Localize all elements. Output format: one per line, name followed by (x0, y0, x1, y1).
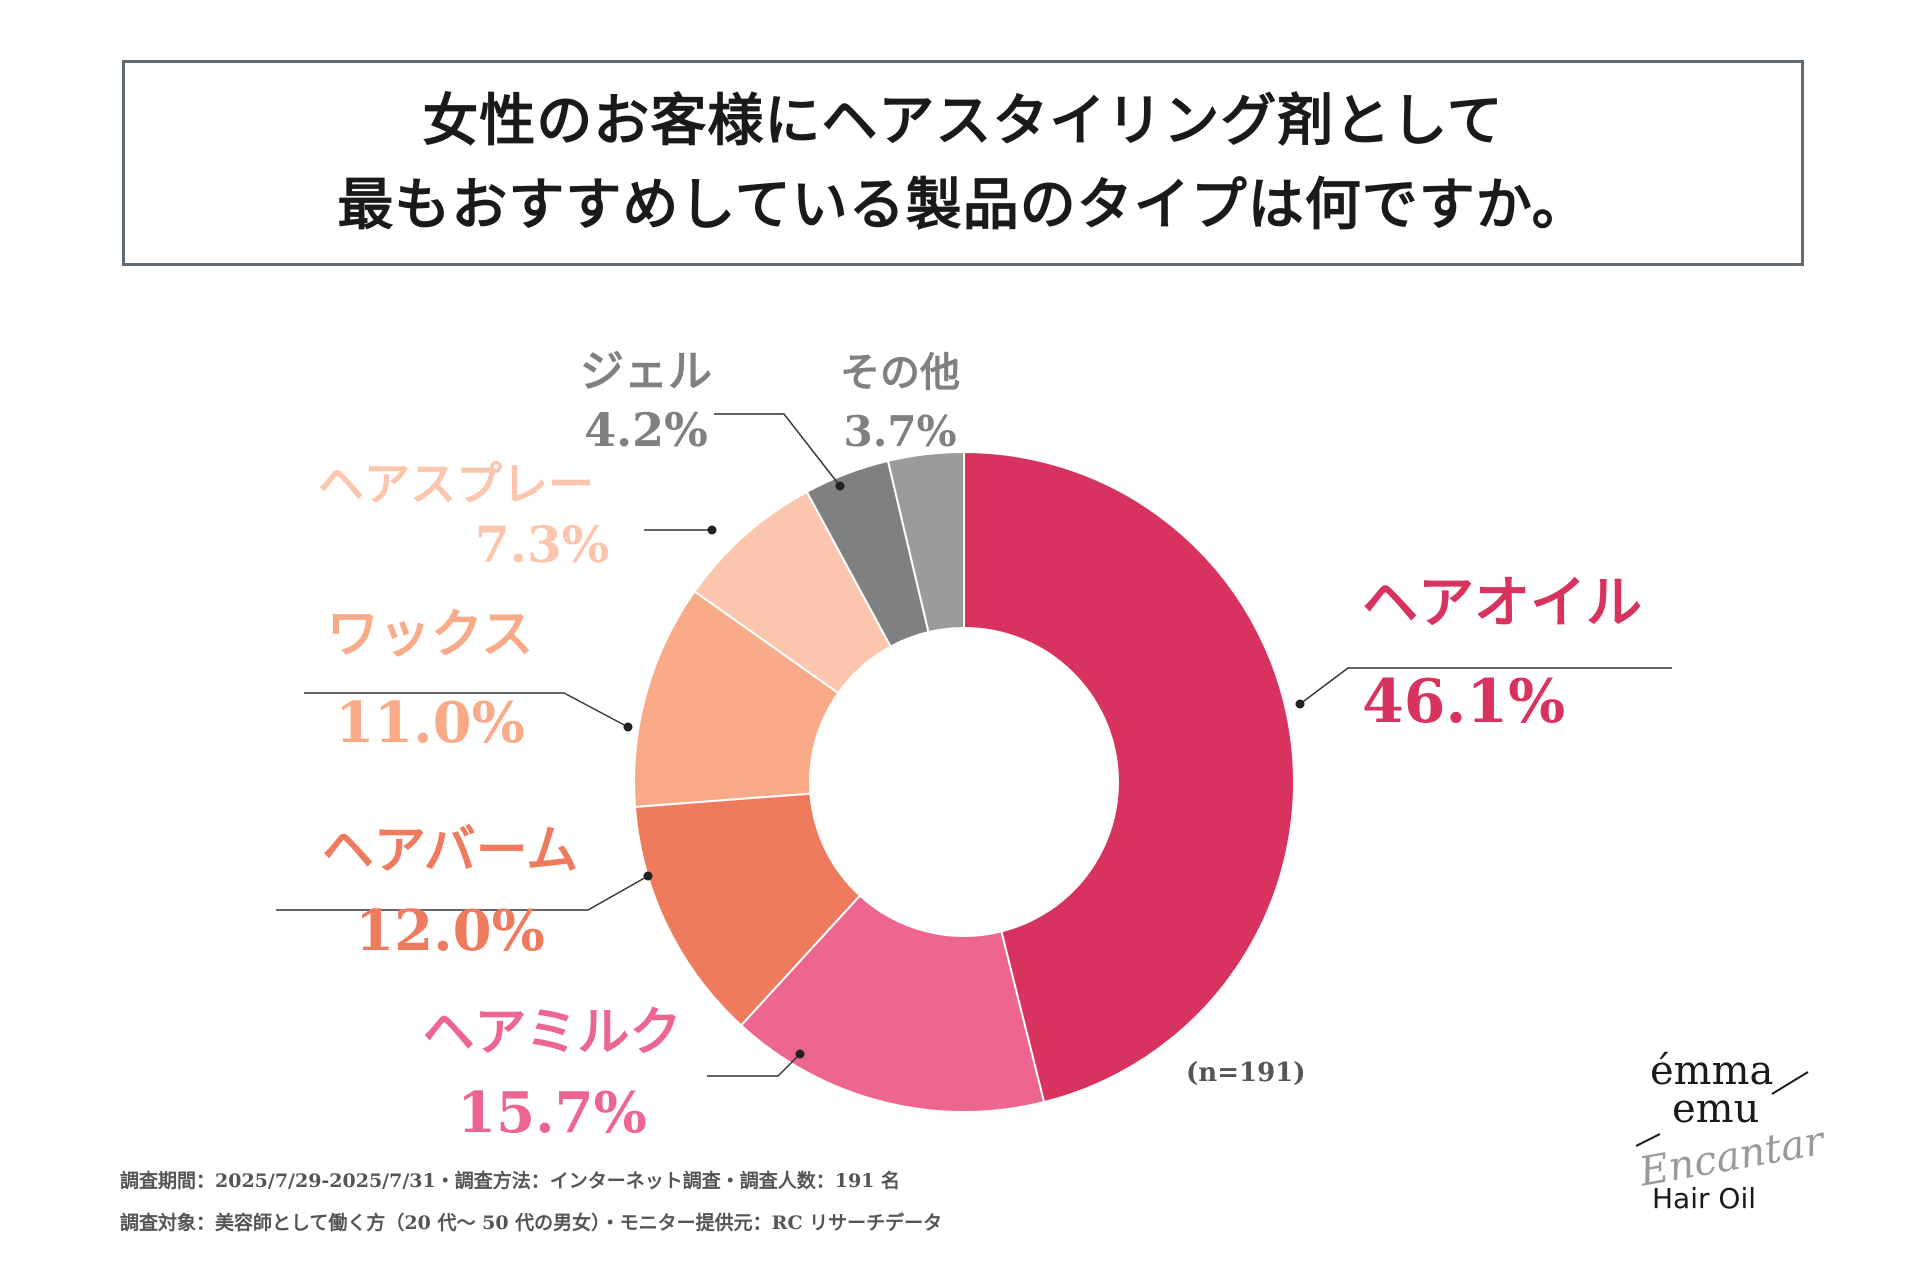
leader-dot-4 (623, 722, 633, 732)
leader-dot-2 (795, 1049, 805, 1059)
slice-name-6: ジェル (580, 346, 712, 397)
slice-value-5: 7.3% (475, 515, 610, 574)
slice-name-3: ヘアバーム (322, 820, 578, 881)
leader-dot-6 (835, 481, 845, 491)
slice-name-1: ヘアオイル (1362, 570, 1642, 636)
leader-line-1 (1299, 667, 1672, 705)
logo-product-name: Hair Oil (1652, 1182, 1757, 1215)
slice-value-1: 46.1% (1362, 667, 1565, 737)
leader-line-6 (714, 413, 841, 487)
slice-value-2: 15.7% (457, 1080, 647, 1146)
leader-line-4 (304, 692, 629, 728)
donut-slice-3 (633, 792, 862, 1027)
donut-slice-7 (886, 450, 965, 634)
leader-line-3 (276, 875, 649, 911)
slice-value-4: 11.0% (335, 690, 525, 756)
sample-size-label: (n=191) (1186, 1058, 1306, 1088)
logo-decoration (1635, 1071, 1809, 1147)
chart-title-line-2: 最もおすすめしている製品のタイプは何ですか。 (337, 172, 1589, 238)
donut-slice-1 (963, 450, 1295, 1104)
leader-line-2 (707, 1053, 801, 1077)
survey-note-period: 調査期間：2025/7/29-2025/7/31・調査方法：インターネット調査・… (120, 1170, 901, 1192)
leader-dot-3 (643, 871, 653, 881)
leader-dot-1 (1295, 699, 1305, 709)
slice-name-5: ヘアスプレー (318, 457, 594, 511)
donut-slice-4 (633, 590, 840, 808)
slice-value-7: 3.7% (844, 407, 957, 456)
survey-note-target: 調査対象：美容師として働く方（20 代〜 50 代の男女）・モニター提供元：RC… (120, 1212, 943, 1234)
slice-value-3: 12.0% (355, 898, 545, 964)
leader-dot-5 (707, 525, 717, 535)
logo-brand-name: émma emu (1650, 1048, 1774, 1132)
chart-title-line-1: 女性のお客様にヘアスタイリング剤として (422, 88, 1504, 154)
brand-logo: émma emu Encantar Hair Oil (1630, 1048, 1827, 1230)
slice-value-6: 4.2% (584, 403, 708, 457)
slice-name-4: ワックス (327, 604, 533, 665)
slice-name-2: ヘアミルク (423, 1002, 682, 1063)
logo-brand-line-2: emu (1672, 1086, 1760, 1132)
logo-brand-line-1: émma (1650, 1048, 1774, 1094)
survey-notes: 調査期間：2025/7/29-2025/7/31・調査方法：インターネット調査・… (120, 1160, 942, 1244)
donut-slice-2 (739, 894, 1046, 1113)
chart-title-box: 女性のお客様にヘアスタイリング剤として 最もおすすめしている製品のタイプは何です… (122, 60, 1804, 266)
slice-name-7: その他 (840, 349, 960, 396)
